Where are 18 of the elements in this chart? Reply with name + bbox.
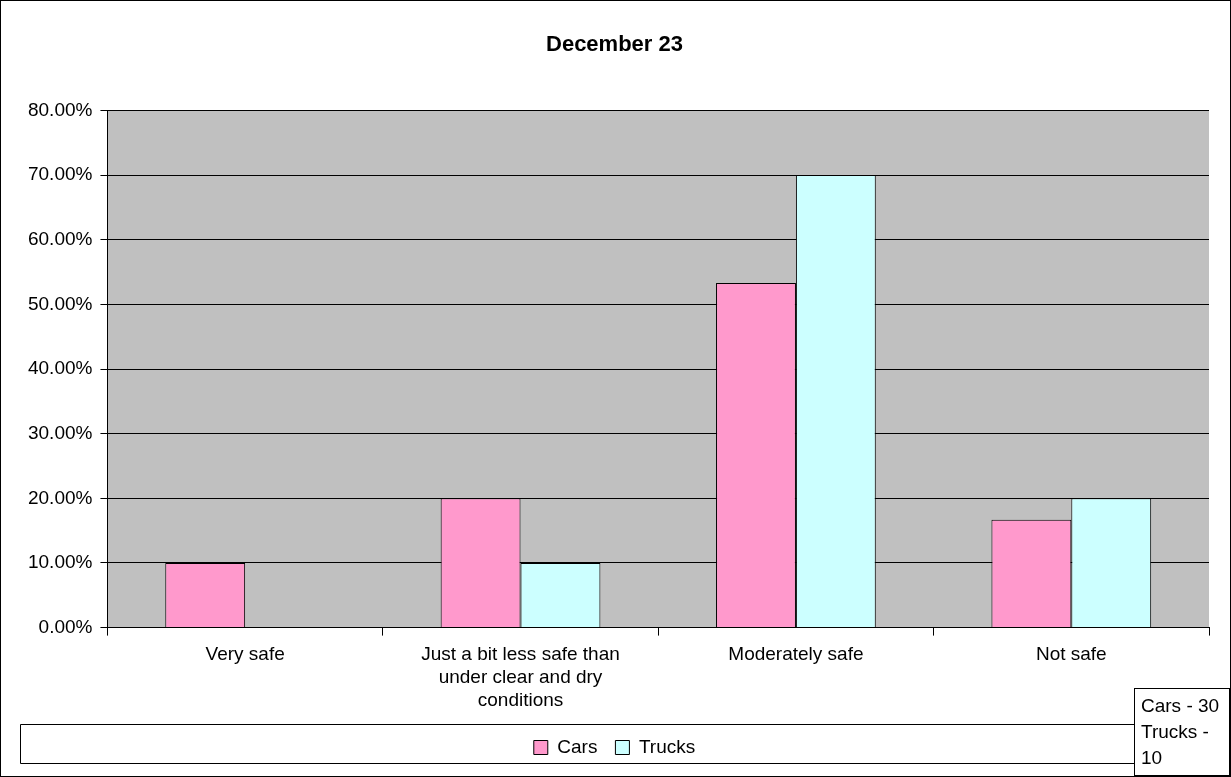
x-tick-label: Very safe — [205, 643, 285, 665]
x-tick-label: Just a bit less safe than under clear and dry conditions — [421, 643, 620, 710]
y-tick-label: 30.00% — [27, 421, 93, 443]
y-tick-label: 20.00% — [27, 486, 93, 508]
y-tick-label: 40.00% — [27, 357, 93, 379]
x-tick-label: Not safe — [1035, 643, 1107, 665]
y-tick-label: 60.00% — [27, 227, 93, 249]
y-tick-label: 70.00% — [27, 163, 93, 185]
y-tick-label: 50.00% — [27, 292, 93, 314]
y-tick-label: 0.00% — [38, 615, 93, 637]
legend-label: Cars — [557, 735, 598, 757]
y-tick-label: 10.00% — [27, 551, 93, 573]
x-tick-label: Moderately safe — [728, 643, 864, 665]
y-tick-label: 80.00% — [27, 98, 93, 120]
legend-label: Trucks — [638, 735, 696, 757]
text: Cars - 30 — [1141, 694, 1221, 718]
text: Trucks - 10 — [1141, 720, 1210, 770]
chart-title: December 23 — [546, 31, 683, 57]
